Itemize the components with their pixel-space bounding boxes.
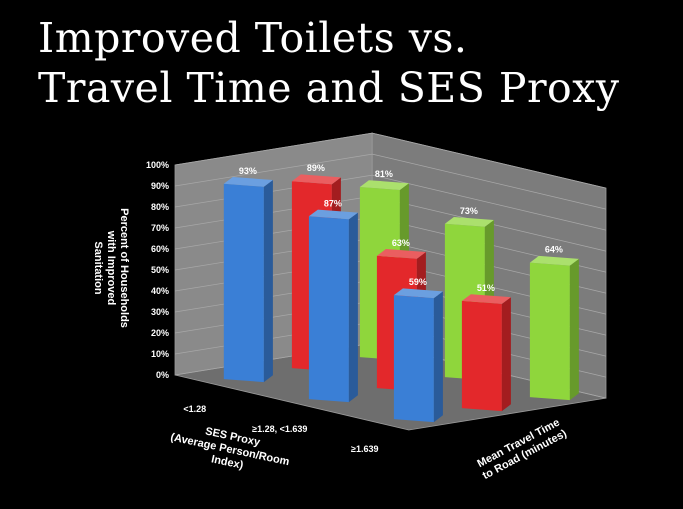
x-category-label: ≥1.639 [351,444,378,454]
bar-front [308,216,349,403]
bar: 93% [223,166,273,383]
y-axis-ticks: 0% 10% 20% 30% 40% 50% 60% 70% 80% 90% 100% [146,160,169,380]
bar-top [359,180,409,190]
data-label: 81% [375,169,393,179]
y-tick-label: 70% [151,223,169,233]
y-tick-label: 60% [151,244,169,254]
y-tick-label: 40% [151,286,169,296]
data-label: 59% [409,277,427,287]
y-tick-label: 30% [151,307,169,317]
data-label: 63% [392,238,410,248]
bar-top [461,294,511,304]
y-tick-label: 100% [146,160,169,170]
bar-side [348,212,358,403]
gridline [174,132,607,189]
y-tick-label: 20% [151,328,169,338]
bar-front [461,300,502,412]
data-label: 89% [307,163,325,173]
bar-top [308,209,358,220]
y-tick-label: 50% [151,265,169,275]
z-axis-title: Mean Travel Timeto Road (minutes) [474,416,569,482]
bars: 81% 73% 64% 89% 63% 51% 93% 87% 59% [223,163,579,423]
bar-top [393,288,443,299]
x-category-label: <1.28 [183,404,206,414]
gridline [174,153,607,210]
bar-front [223,183,264,383]
bar-front [393,295,434,423]
bar: 51% [461,283,511,412]
bar-side [569,258,579,401]
bar-top [376,249,426,259]
bar-top [223,177,273,187]
bar-top [291,174,341,185]
slide-title-line-2: Travel Time and SES Proxy [38,64,620,112]
y-tick-label: 90% [151,181,169,191]
bar-top [529,255,579,266]
bar-side [501,297,511,412]
bar: 87% [308,198,358,403]
bar-side [263,180,273,383]
x-axis-categories: <1.28 ≥1.28, <1.639 ≥1.639 [183,404,378,454]
bar-side [433,291,443,423]
y-tick-label: 10% [151,349,169,359]
y-axis-title-line: Sanitation [92,241,104,294]
data-label: 73% [460,206,478,216]
data-label: 87% [324,198,342,208]
bar: 59% [393,277,443,423]
bar: 64% [529,245,579,401]
y-tick-label: 0% [156,370,169,380]
x-category-label: ≥1.28, <1.639 [252,424,307,434]
bar-top [444,217,494,227]
slide-title-line-1: Improved Toilets vs. [38,14,468,62]
data-label: 93% [239,166,257,176]
y-tick-label: 80% [151,202,169,212]
data-label: 64% [545,245,563,255]
y-axis-title-line: with Improved [105,230,117,306]
data-label: 51% [477,283,495,293]
bar-front [529,262,570,401]
y-axis-title: Percent of Householdswith ImprovedSanita… [92,208,130,328]
y-axis-title-line: Percent of Households [118,208,130,328]
